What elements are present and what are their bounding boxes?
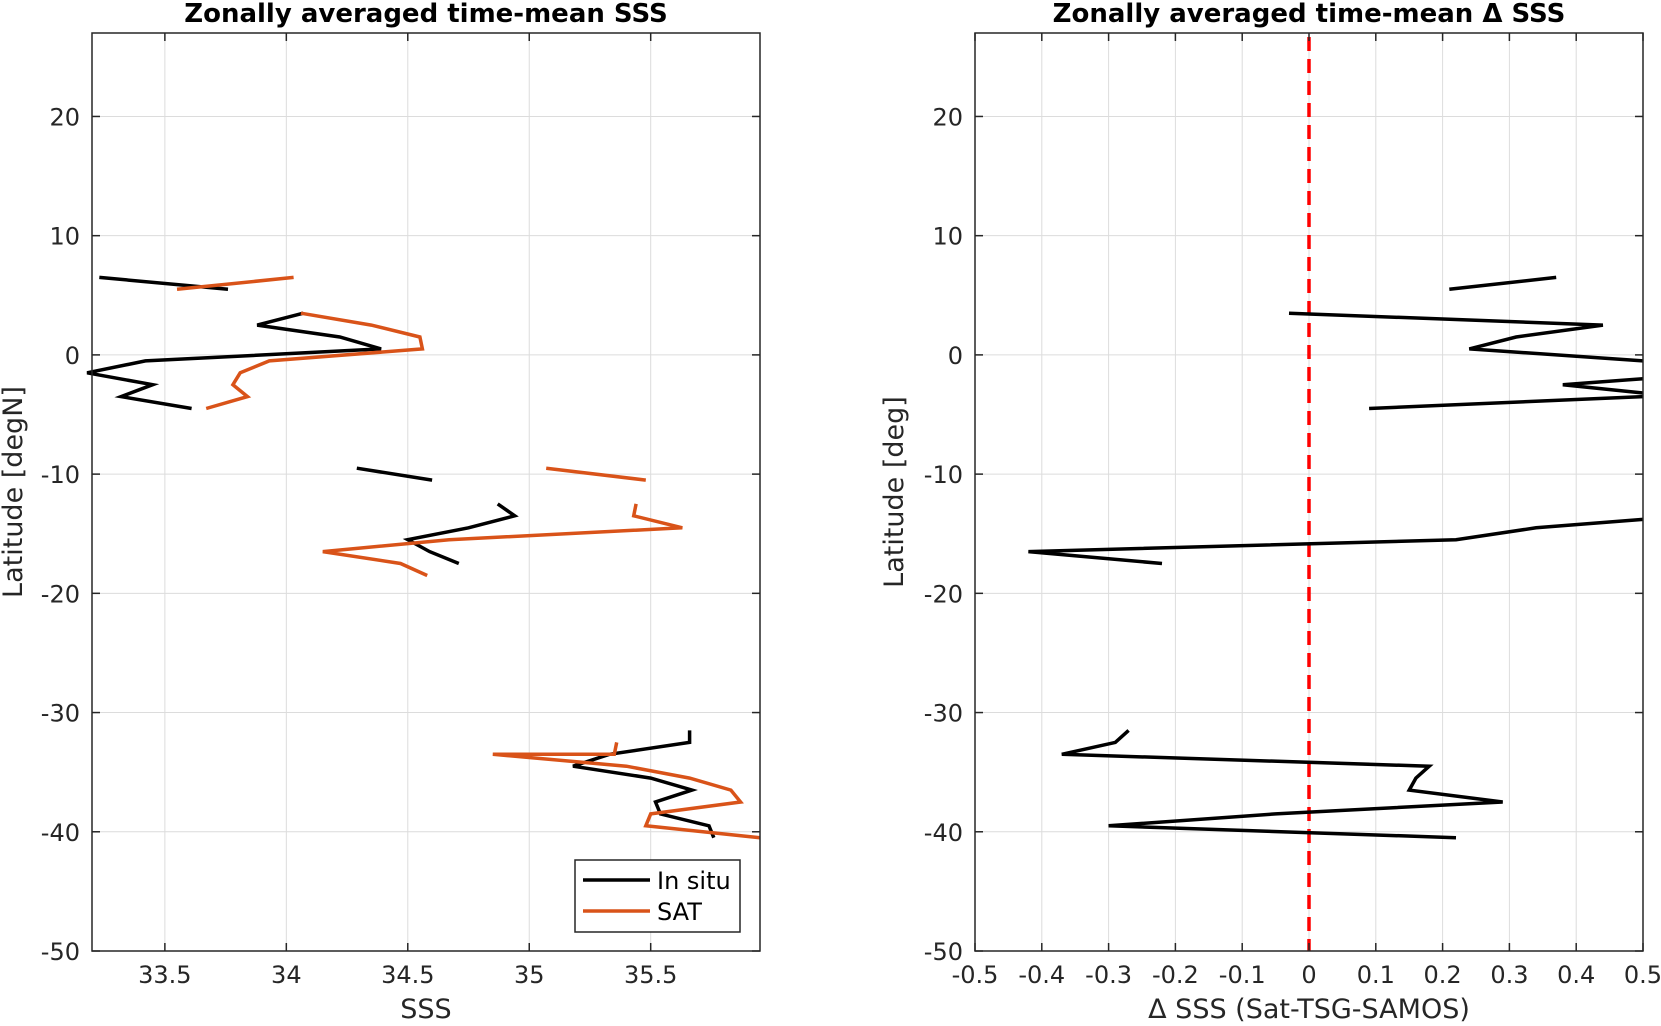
x-tick-label: 0.4 [1557, 961, 1595, 989]
series-line-series-0 [1369, 394, 1644, 411]
chart-title: Zonally averaged time-mean SSS [184, 0, 668, 29]
x-tick-label: 0.5 [1624, 961, 1661, 989]
series-layer [1028, 275, 1644, 840]
y-tick-label: 0 [948, 342, 963, 370]
y-tick-label: -10 [924, 461, 963, 489]
series-line-in-situ [402, 502, 519, 566]
x-tick-label: 34 [271, 961, 302, 989]
x-tick-label: 35.5 [624, 961, 677, 989]
x-axis-label: SSS [400, 994, 451, 1025]
series-line-in-situ [356, 466, 433, 482]
x-tick-label: -0.4 [1018, 961, 1065, 989]
series-layer [86, 275, 761, 840]
x-tick-label: -0.5 [952, 961, 999, 989]
series-line-in-situ [86, 311, 382, 411]
x-tick-label: 33.5 [138, 961, 191, 989]
legend-label-sat: SAT [657, 898, 702, 926]
legend-label-in-situ: In situ [657, 867, 731, 895]
series-line-series-0 [1061, 729, 1503, 840]
x-tick-label: 35 [514, 961, 545, 989]
x-tick-label: 0.2 [1424, 961, 1462, 989]
y-tick-label: -40 [924, 819, 963, 847]
series-line-series-0 [1028, 517, 1644, 566]
y-tick-label: 10 [49, 223, 80, 251]
y-tick-label: 10 [932, 223, 963, 251]
ticks: -0.5 -0.4 -0.3 -0.2 -0.1 0 0.1 0.2 0.3 0.4 0.5 -50 -… [924, 33, 1661, 989]
y-tick-label: 0 [65, 342, 80, 370]
x-tick-label: -0.2 [1152, 961, 1199, 989]
series-line-sat [492, 742, 761, 840]
x-axis-label: Δ SSS (Sat-TSG-SAMOS) [1148, 994, 1470, 1025]
x-tick-label: 0.3 [1490, 961, 1528, 989]
y-tick-label: -50 [41, 938, 80, 966]
plot-box [91, 32, 761, 952]
series-line-sat [322, 503, 683, 578]
delta-sss-panel: -0.5 -0.4 -0.3 -0.2 -0.1 0 0.1 0.2 0.3 0.4 0.5 -50 -… [879, 0, 1661, 1025]
y-tick-label: -50 [924, 938, 963, 966]
series-line-series-0 [1449, 275, 1557, 292]
y-tick-label: 20 [49, 103, 80, 131]
y-axis-label: Latitude [deg] [879, 396, 910, 588]
y-tick-label: -10 [41, 461, 80, 489]
legend: In situ SAT [574, 859, 741, 933]
x-tick-label: 0.1 [1357, 961, 1395, 989]
series-line-series-0 [1562, 376, 1644, 395]
y-tick-label: -40 [41, 819, 80, 847]
series-line-sat [545, 466, 647, 482]
series-line-sat [176, 275, 294, 292]
legend-box [574, 859, 741, 933]
sss-panel: 33.5 34 34.5 35 35.5 -50 -40 -30 -20 -10 0 10 20 Zon… [0, 0, 761, 1025]
chart-title: Zonally averaged time-mean Δ SSS [1053, 0, 1566, 29]
plot-background [92, 33, 760, 951]
y-tick-label: 20 [932, 103, 963, 131]
x-tick-label: 0 [1301, 961, 1316, 989]
y-tick-label: -20 [41, 580, 80, 608]
ticks: 33.5 34 34.5 35 35.5 -50 -40 -30 -20 -10 0 10 20 [41, 33, 760, 989]
x-tick-label: -0.3 [1085, 961, 1132, 989]
series-line-series-0 [1288, 311, 1644, 363]
x-tick-label: 34.5 [381, 961, 434, 989]
y-tick-label: -20 [924, 580, 963, 608]
series-line-sat [205, 311, 425, 411]
grid [92, 33, 760, 952]
y-tick-label: -30 [41, 700, 80, 728]
x-tick-label: -0.1 [1219, 961, 1266, 989]
y-tick-label: -30 [924, 700, 963, 728]
y-axis-label: Latitude [degN] [0, 386, 29, 598]
series-line-in-situ [572, 730, 716, 839]
